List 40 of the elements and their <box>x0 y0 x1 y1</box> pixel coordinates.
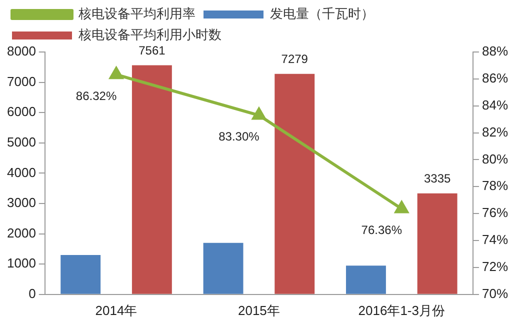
x-tick-label: 2015年 <box>238 302 280 318</box>
bar <box>132 65 172 294</box>
legend-label: 发电量（千瓦时） <box>270 6 374 22</box>
y2-tick-label: 78% <box>482 178 508 194</box>
y-tick-label: 8000 <box>7 44 36 59</box>
y2-tick-label: 80% <box>482 151 508 166</box>
y2-tick-label: 84% <box>482 97 508 112</box>
point <box>394 201 408 214</box>
y-tick-label: 6000 <box>7 104 36 120</box>
y-tick-label: 7000 <box>7 74 36 89</box>
y2-tick-label: 88% <box>482 44 508 59</box>
x-tick-label: 2014年 <box>95 302 138 318</box>
bar <box>417 193 458 294</box>
point <box>252 108 266 120</box>
y-tick-label: 0 <box>28 286 36 301</box>
x-tick-label: 2016年1-3月份 <box>358 302 445 318</box>
y-tick-label: 4000 <box>7 164 36 180</box>
bar <box>60 255 101 294</box>
bar <box>346 266 386 294</box>
data-label: 7561 <box>138 44 166 58</box>
y-tick-label: 2000 <box>7 225 36 240</box>
y-tick-label: 3000 <box>7 195 36 210</box>
y2-tick-label: 72% <box>482 259 508 274</box>
y2-tick-label: 74% <box>482 232 508 248</box>
data-label: 3335 <box>424 172 451 186</box>
data-label: 7279 <box>281 52 308 66</box>
bar <box>203 242 244 294</box>
y2-tick-label: 86% <box>482 70 508 86</box>
y2-tick-label: 76% <box>482 205 508 220</box>
y2-tick-label: 82% <box>482 124 508 140</box>
legend-label: 核电设备平均利用小时数 <box>78 27 222 42</box>
legend-label: 核电设备平均利用率 <box>78 6 196 22</box>
data-label: 83.30% <box>218 130 260 144</box>
data-label: 86.32% <box>76 88 117 103</box>
y2-tick-label: 70% <box>482 286 508 301</box>
data-label: 76.36% <box>361 223 402 238</box>
point <box>110 67 123 80</box>
y-tick-label: 5000 <box>7 134 36 150</box>
y-tick-label: 1000 <box>7 256 36 271</box>
bar <box>274 74 315 294</box>
